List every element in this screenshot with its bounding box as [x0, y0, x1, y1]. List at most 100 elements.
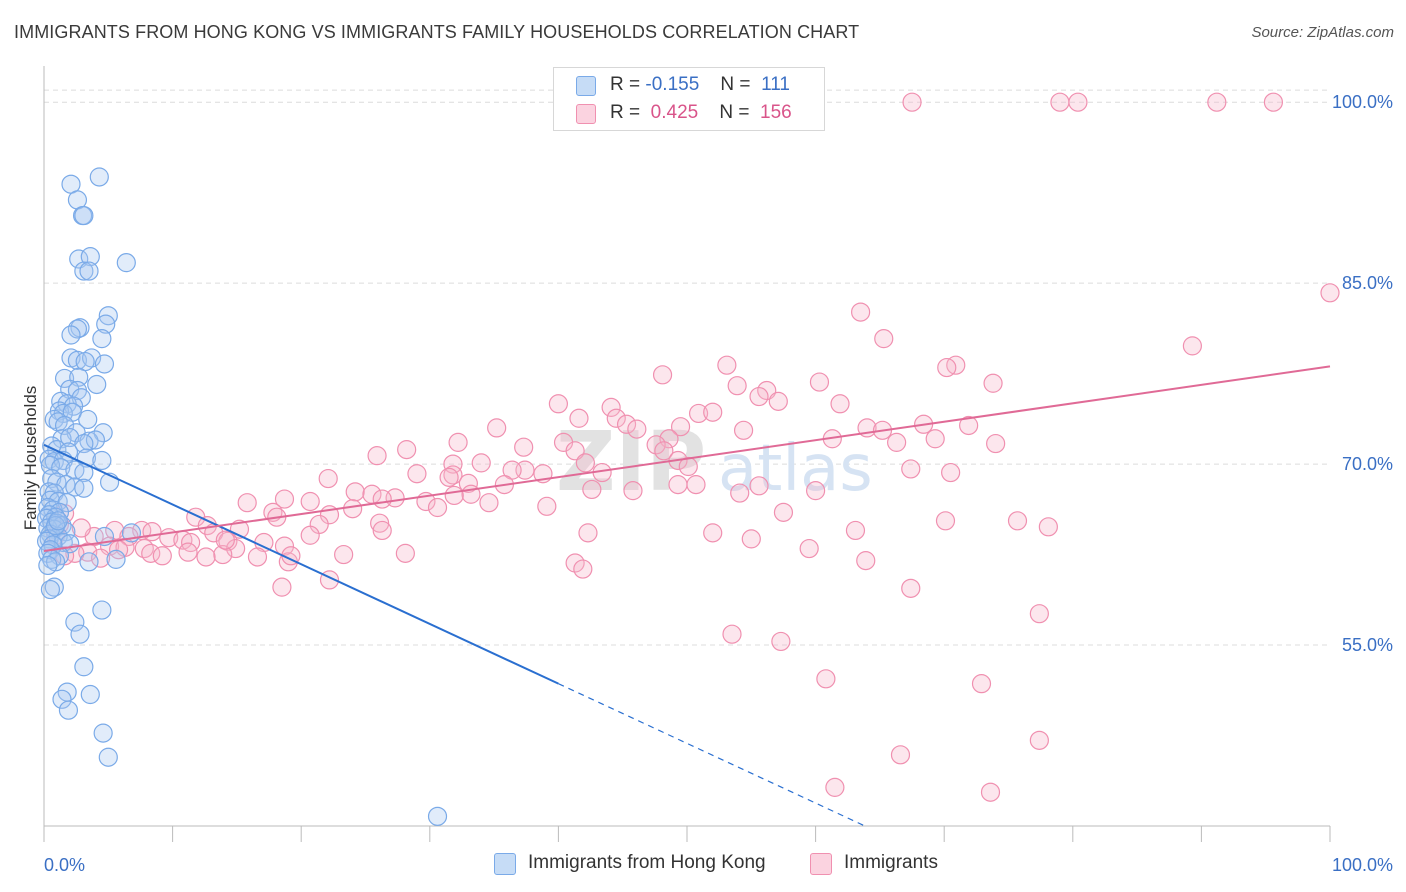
pink-stats-text: R = 0.425 N = 156 — [610, 102, 792, 124]
point-hong-kong — [78, 409, 98, 430]
point-immigrants — [845, 520, 866, 541]
point-immigrants — [1320, 283, 1340, 303]
point-immigrants — [825, 777, 845, 797]
point-immigrants — [448, 432, 468, 452]
point-immigrants — [749, 386, 769, 407]
point-immigrants — [247, 547, 268, 567]
point-immigrants — [768, 391, 788, 411]
stats-legend: R = -0.155 N = 111 R = 0.425 N = 156 — [553, 67, 825, 131]
point-immigrants — [887, 432, 907, 452]
x-tick-label: 0.0% — [44, 855, 85, 875]
point-hong-kong — [106, 549, 126, 569]
point-immigrants — [668, 475, 688, 495]
point-hong-kong — [67, 350, 88, 370]
point-immigrants — [272, 577, 292, 597]
point-immigrants — [925, 429, 945, 449]
point-immigrants — [141, 543, 161, 563]
point-hong-kong — [61, 325, 81, 345]
point-immigrants — [606, 408, 626, 428]
point-hong-kong — [93, 723, 113, 743]
point-hong-kong — [38, 555, 58, 576]
trend-lines — [43, 365, 1331, 828]
point-immigrants — [727, 376, 747, 396]
point-immigrants — [578, 523, 598, 543]
point-immigrants — [799, 538, 819, 559]
point-immigrants — [569, 408, 589, 428]
data-points — [36, 92, 1340, 826]
point-immigrants — [345, 482, 365, 502]
point-immigrants — [1007, 511, 1028, 531]
point-hong-kong — [70, 624, 90, 644]
point-immigrants — [575, 453, 596, 473]
point-hong-kong — [427, 806, 448, 826]
point-immigrants — [152, 546, 172, 566]
point-hong-kong — [65, 612, 85, 632]
point-hong-kong — [74, 478, 94, 498]
point-immigrants — [809, 372, 830, 392]
point-immigrants — [367, 446, 387, 466]
point-hong-kong — [58, 700, 79, 720]
point-immigrants — [717, 355, 737, 375]
point-immigrants — [90, 548, 111, 568]
point-immigrants — [983, 373, 1003, 393]
trend-line-immigrants — [43, 365, 1331, 552]
point-immigrants — [937, 357, 957, 378]
point-immigrants — [686, 475, 706, 495]
point-immigrants — [439, 467, 459, 487]
point-immigrants — [616, 414, 637, 434]
point-immigrants — [142, 522, 162, 542]
point-hong-kong — [74, 205, 94, 226]
watermark: ZIP atlas — [556, 415, 873, 510]
point-immigrants — [890, 745, 911, 765]
point-immigrants — [274, 536, 295, 556]
point-immigrants — [670, 417, 691, 437]
y-tick-label: 85.0% — [1342, 273, 1393, 293]
r-value-blue: -0.155 — [645, 74, 700, 95]
point-immigrants — [213, 544, 233, 565]
point-immigrants — [627, 419, 647, 439]
point-immigrants — [372, 520, 392, 541]
point-immigrants — [178, 542, 198, 562]
y-axis-title: Family Households — [21, 386, 40, 531]
y-tick-label: 100.0% — [1332, 92, 1393, 112]
point-immigrants — [935, 511, 956, 531]
n-value-blue: 111 — [761, 74, 790, 95]
point-immigrants — [237, 493, 257, 513]
point-immigrants — [874, 329, 894, 349]
point-immigrants — [971, 674, 992, 694]
point-immigrants — [851, 302, 871, 322]
point-immigrants — [444, 485, 464, 506]
point-hong-kong — [92, 600, 112, 620]
y-tick-label: 55.0% — [1342, 635, 1393, 655]
chart-title: IMMIGRANTS FROM HONG KONG VS IMMIGRANTS … — [14, 22, 860, 42]
pink-swatch — [576, 104, 596, 124]
watermark-atlas: atlas — [718, 432, 873, 506]
point-immigrants — [856, 551, 876, 571]
point-immigrants — [601, 397, 621, 417]
r-label: R = — [610, 102, 641, 123]
point-immigrants — [703, 402, 723, 422]
point-immigrants — [582, 479, 602, 500]
point-immigrants — [407, 464, 427, 484]
n-label: N = — [720, 74, 751, 95]
point-immigrants — [703, 523, 723, 543]
point-immigrants — [334, 544, 354, 565]
point-immigrants — [805, 481, 826, 501]
blue-swatch — [576, 76, 596, 96]
point-hong-kong — [96, 314, 116, 334]
point-immigrants — [318, 468, 338, 489]
point-hong-kong — [40, 579, 61, 600]
point-immigrants — [749, 476, 769, 496]
point-immigrants — [771, 631, 791, 652]
point-immigrants — [370, 513, 390, 533]
point-immigrants — [395, 543, 415, 563]
point-immigrants — [196, 547, 216, 567]
point-immigrants — [773, 502, 794, 522]
point-immigrants — [1182, 336, 1202, 356]
point-hong-kong — [79, 552, 99, 572]
point-immigrants — [514, 437, 534, 457]
point-hong-kong — [74, 657, 94, 677]
r-value-pink: 0.425 — [650, 102, 699, 123]
legend-label-immigrants: Immigrants — [844, 852, 938, 873]
point-immigrants — [741, 529, 761, 549]
